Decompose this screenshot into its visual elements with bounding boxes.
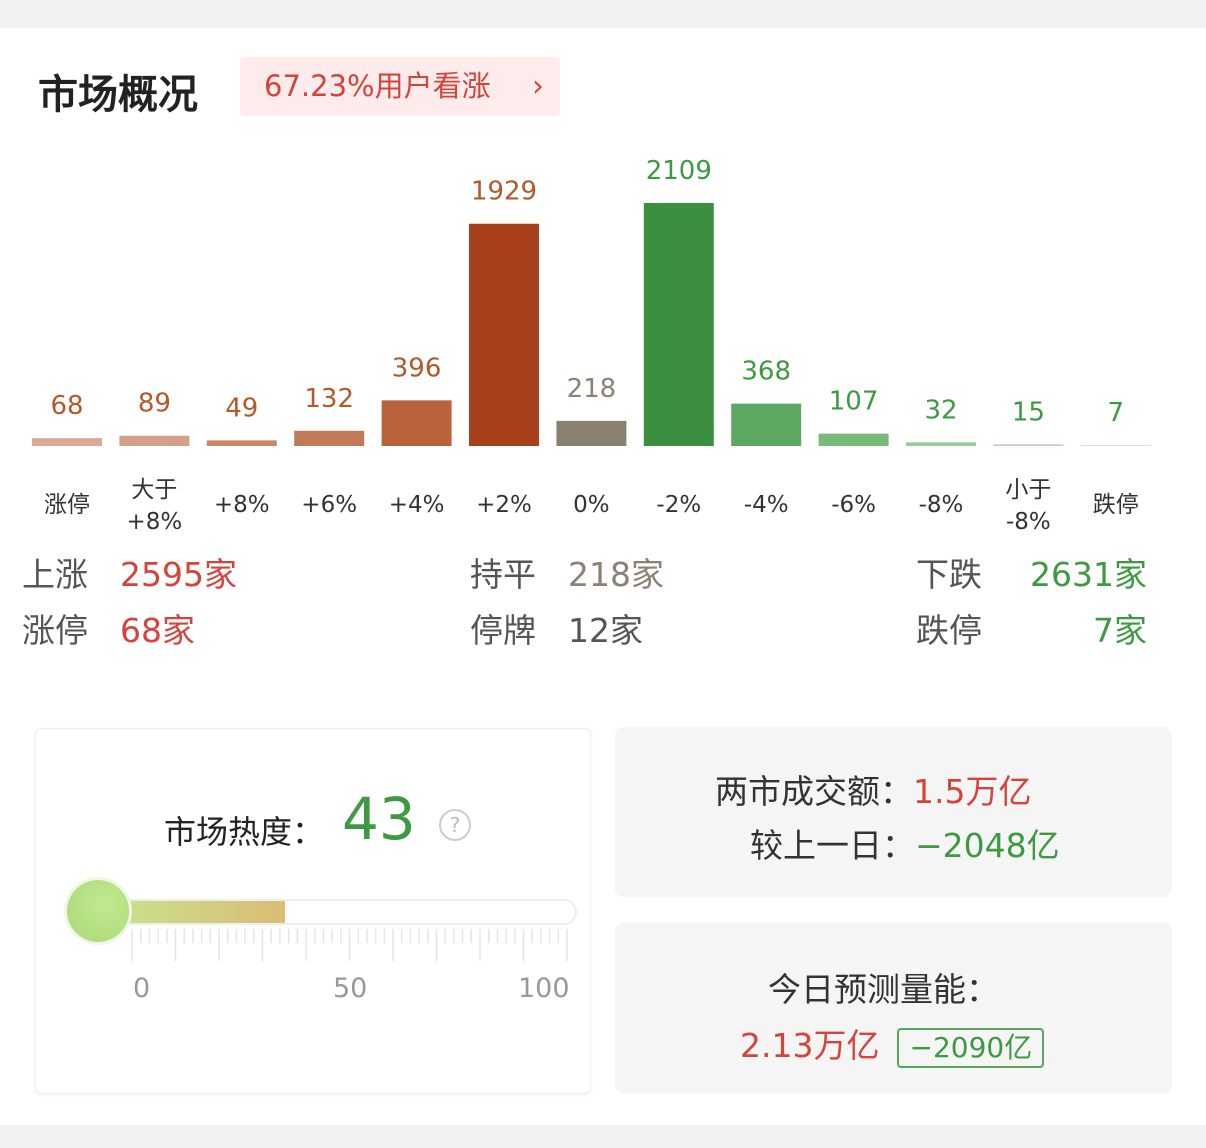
chevron-right-icon: › bbox=[532, 69, 544, 104]
flat-label: 持平 bbox=[470, 555, 536, 594]
bar bbox=[731, 403, 802, 446]
category-label: 0% bbox=[573, 492, 610, 518]
bar bbox=[818, 433, 889, 446]
gauge-axis-0: 0 bbox=[133, 973, 151, 1004]
bar bbox=[556, 420, 627, 446]
top-divider bbox=[0, 0, 1206, 28]
bar-value-label: 49 bbox=[225, 393, 258, 423]
bar-value-label: 68 bbox=[50, 391, 83, 421]
category-label: +8% bbox=[213, 492, 270, 518]
bar-value-label: 107 bbox=[829, 387, 879, 417]
bar bbox=[206, 440, 277, 446]
category-label: -2% bbox=[656, 492, 702, 518]
bar-value-label: 396 bbox=[392, 353, 442, 383]
compare-label: 较上一日： bbox=[750, 826, 915, 865]
heat-label: 市场热度： bbox=[164, 813, 325, 851]
flat-value: 218家 bbox=[568, 555, 664, 594]
forecast-delta-badge: −2090亿 bbox=[897, 1027, 1045, 1068]
forecast-card: 今日预测量能： 2.13万亿 −2090亿 bbox=[615, 923, 1172, 1093]
category-label: 大于 +8% bbox=[126, 477, 183, 535]
limit-up-value: 68家 bbox=[120, 611, 195, 650]
bar-value-label: 218 bbox=[567, 374, 617, 404]
bar bbox=[906, 442, 976, 446]
bar bbox=[294, 430, 365, 446]
bar bbox=[1080, 445, 1151, 446]
category-label: 跌停 bbox=[1092, 492, 1139, 518]
category-label: 小于 -8% bbox=[1005, 477, 1052, 535]
category-label: -4% bbox=[743, 492, 789, 518]
bar bbox=[381, 400, 452, 446]
up-value: 2595家 bbox=[120, 555, 237, 594]
bar bbox=[993, 444, 1064, 446]
question-circle-icon[interactable]: ? bbox=[439, 809, 471, 841]
category-label: +4% bbox=[388, 492, 445, 518]
bar bbox=[469, 223, 539, 446]
gauge-ticks bbox=[131, 929, 568, 961]
forecast-label: 今日预测量能： bbox=[768, 970, 999, 1009]
limit-down-value: 7家 bbox=[1093, 611, 1147, 650]
category-label: +6% bbox=[301, 492, 358, 518]
bar-value-label: 368 bbox=[741, 357, 791, 387]
bar-value-label: 32 bbox=[924, 395, 957, 425]
up-label: 上涨 bbox=[22, 555, 88, 594]
heat-gauge-fill bbox=[99, 901, 285, 923]
turnover-value: 1.5万亿 bbox=[913, 772, 1032, 811]
bar-value-label: 1929 bbox=[471, 177, 537, 207]
turnover-card: 两市成交额：1.5万亿 较上一日：−2048亿 bbox=[615, 727, 1172, 897]
bar-value-label: 132 bbox=[304, 384, 354, 414]
limit-down-label: 跌停 bbox=[916, 611, 982, 650]
category-label: 涨停 bbox=[44, 492, 90, 518]
heat-value: 43 bbox=[342, 785, 416, 853]
turnover-label: 两市成交额： bbox=[715, 772, 913, 811]
suspended-label: 停牌 bbox=[470, 611, 536, 650]
suspended-value: 12家 bbox=[568, 611, 643, 650]
category-label: -8% bbox=[918, 492, 964, 518]
sentiment-text: 67.23%用户看涨 bbox=[264, 69, 491, 103]
bar bbox=[119, 435, 190, 446]
page-title: 市场概况 bbox=[38, 72, 198, 118]
bottom-divider bbox=[0, 1125, 1206, 1148]
bar-value-label: 89 bbox=[138, 389, 171, 419]
bar-value-label: 2109 bbox=[646, 156, 712, 186]
bar bbox=[32, 438, 102, 446]
gauge-axis-50: 50 bbox=[333, 973, 368, 1004]
down-label: 下跌 bbox=[916, 555, 982, 594]
category-label: -6% bbox=[831, 492, 876, 518]
gauge-axis-100: 100 bbox=[518, 973, 570, 1004]
category-label: +2% bbox=[476, 492, 532, 518]
forecast-value: 2.13万亿 bbox=[740, 1026, 880, 1065]
bar-value-label: 7 bbox=[1108, 398, 1125, 428]
heat-gauge-knob bbox=[67, 880, 129, 942]
bar-value-label: 15 bbox=[1012, 397, 1045, 427]
distribution-chart: 68 89 49 132 396 1929 218 2109 368 107 32 15 7 bbox=[32, 156, 1151, 446]
bar bbox=[643, 203, 714, 446]
compare-value: −2048亿 bbox=[915, 826, 1060, 865]
down-value: 2631家 bbox=[1030, 555, 1147, 594]
market-heat-card: 市场热度： 43 ? 0 50 100 bbox=[35, 728, 591, 1094]
limit-up-label: 涨停 bbox=[22, 611, 88, 650]
sentiment-badge[interactable]: 67.23%用户看涨 › bbox=[240, 57, 560, 116]
